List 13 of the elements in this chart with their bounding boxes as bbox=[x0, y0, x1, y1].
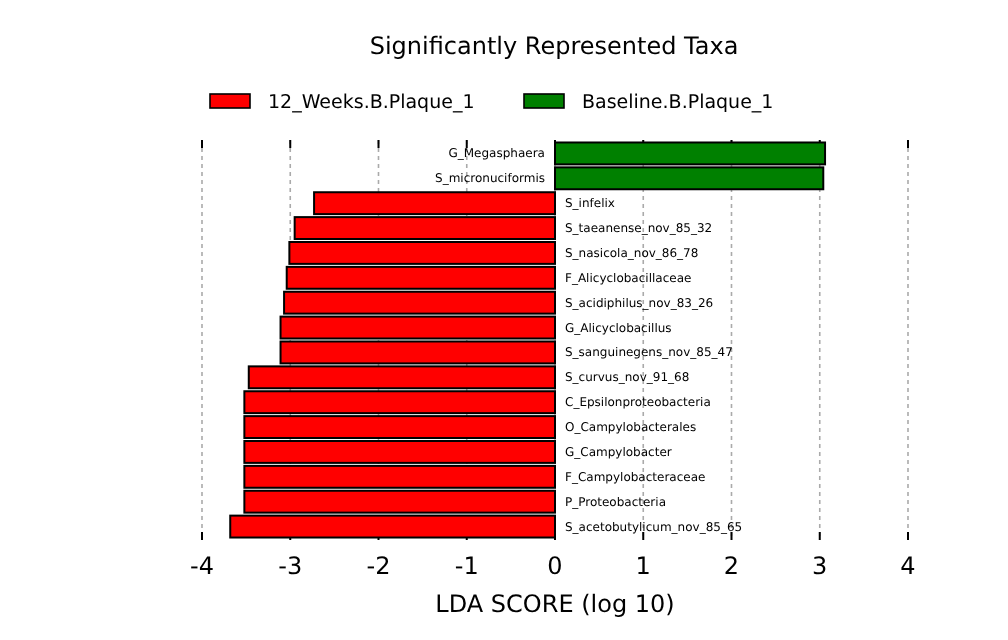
x-tick-label: 2 bbox=[723, 552, 740, 580]
x-axis-title: LDA SCORE (log 10) bbox=[435, 590, 675, 618]
x-tick-label: -2 bbox=[366, 552, 391, 580]
x-tick-label: 4 bbox=[900, 552, 916, 580]
x-tick-label: -4 bbox=[190, 552, 214, 580]
x-tick-label: 3 bbox=[812, 552, 828, 580]
x-tick-label: -3 bbox=[278, 552, 303, 580]
x-tick-label: 0 bbox=[547, 552, 563, 580]
x-tick-label: 1 bbox=[635, 552, 651, 580]
chart-title: Significantly Represented Taxa bbox=[369, 32, 739, 60]
legend-label: Baseline.B.Plaque_1 bbox=[582, 92, 774, 114]
x-tick-label: -1 bbox=[454, 552, 479, 580]
legend-label: 12_Weeks.B.Plaque_1 bbox=[268, 92, 475, 114]
